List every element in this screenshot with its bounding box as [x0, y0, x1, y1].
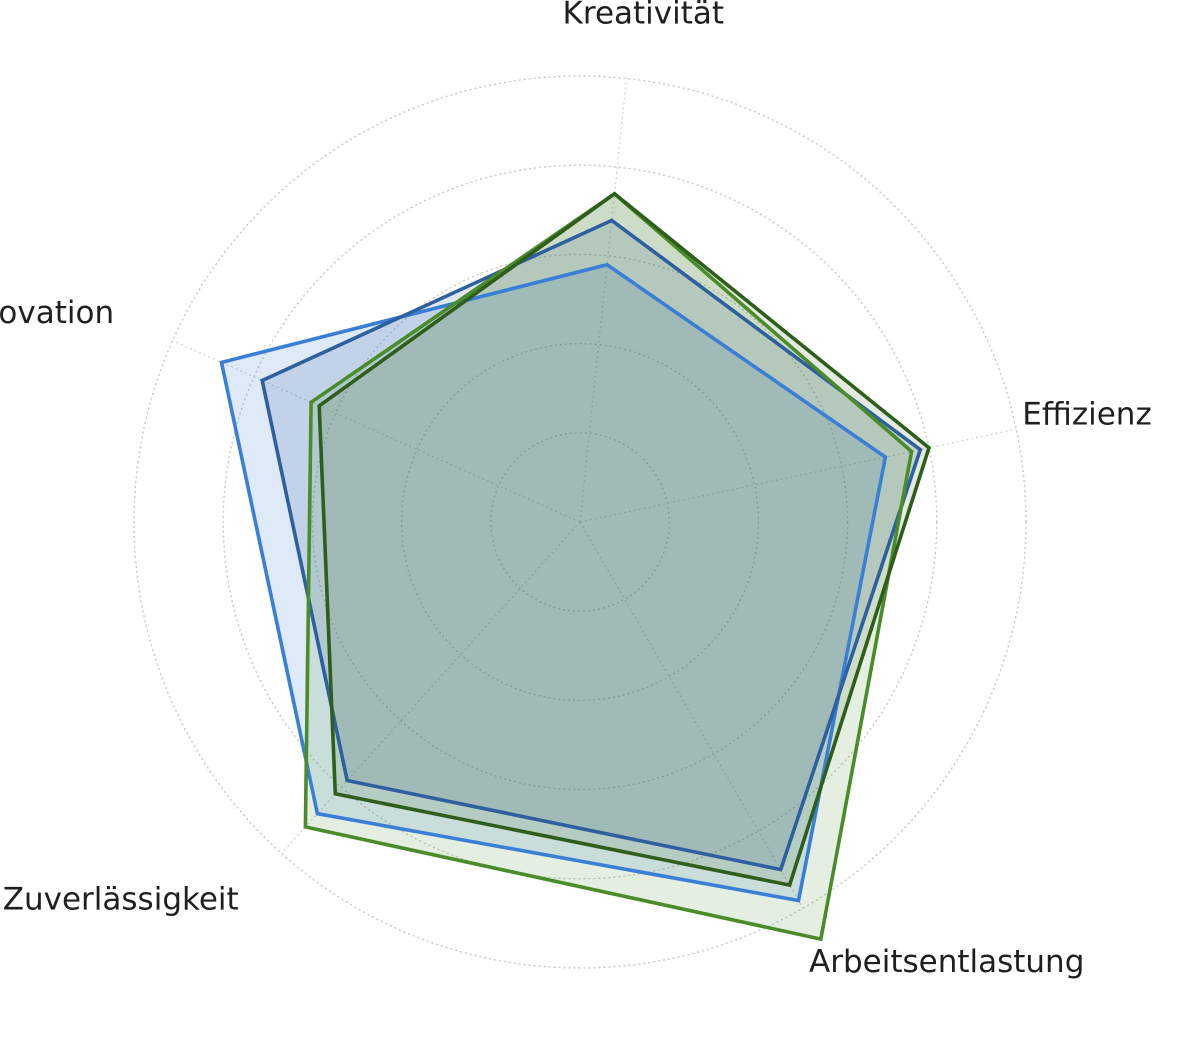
grid-ring: [490, 432, 670, 612]
axis-spoke-kreativitaet: [579, 78, 628, 523]
series-2-area: [262, 220, 921, 870]
axis-labels: Effizienz Kreativität Innovation Zuverlässi…: [0, 0, 1152, 980]
series-1-line: [219, 262, 888, 903]
axis-spoke-arbeitsentlastung: [579, 521, 804, 909]
axis-label-effizienz: Effizienz: [1022, 397, 1151, 433]
grid-ring: [400, 342, 760, 702]
series-3-area: [305, 193, 912, 940]
series-layer: [219, 191, 932, 942]
axis-label-zuverlaessigkeit: Zuverlässigkeit: [3, 882, 239, 918]
axis-spoke-innovation: [172, 340, 581, 523]
grid-layer: [133, 75, 1027, 969]
series-2-line: [260, 218, 923, 872]
axis-spoke-zuverlaessigkeit: [281, 521, 581, 854]
axis-label-kreativitaet: Kreativität: [563, 0, 725, 31]
grid-ring: [222, 164, 938, 880]
axis-label-arbeitsentlastung: Arbeitsentlastung: [809, 944, 1084, 980]
grid-ring: [133, 75, 1027, 969]
axis-spoke-effizienz: [579, 428, 1017, 523]
grid-ring: [311, 253, 849, 791]
series-1-area: [221, 264, 886, 901]
series-4-line: [317, 191, 932, 888]
series-4-area: [319, 193, 929, 886]
axis-label-innovation: Innovation: [0, 295, 114, 331]
series-3-line: [303, 191, 914, 942]
